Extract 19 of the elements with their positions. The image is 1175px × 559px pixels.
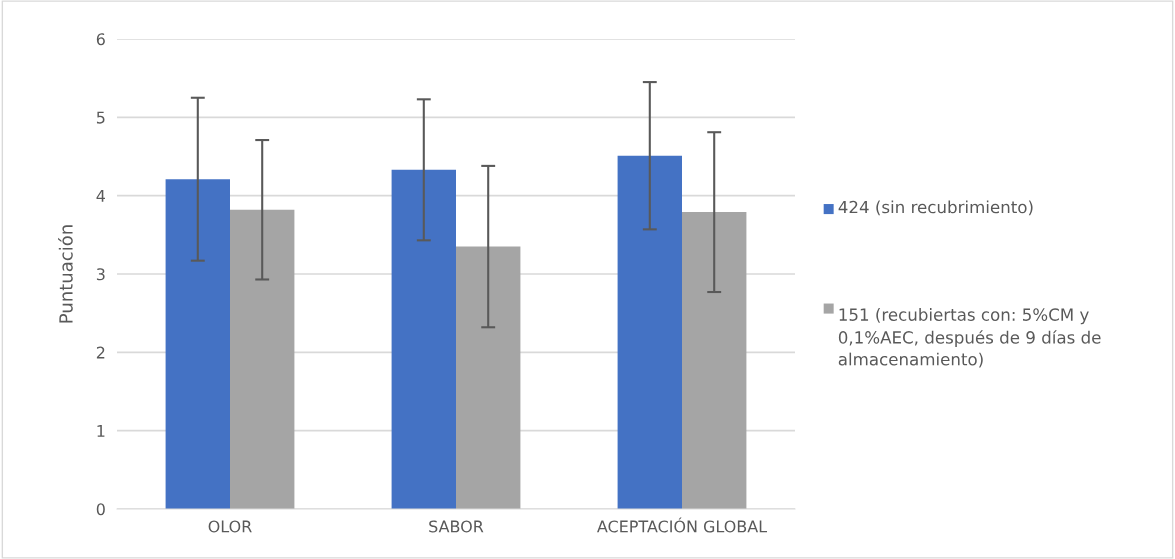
y-tick-label: 0 (96, 503, 105, 516)
bar (682, 212, 747, 509)
y-tick-label: 2 (96, 346, 105, 359)
y-axis-title: Puntuación (58, 225, 73, 323)
legend-label: 424 (sin recubrimiento) (838, 200, 1033, 216)
y-tick-label: 3 (96, 268, 105, 281)
bar (165, 179, 230, 509)
x-tick-label: ACEPTACIÓN GLOBAL (597, 517, 768, 533)
x-tick-label: OLOR (208, 520, 252, 533)
bar (230, 209, 295, 509)
bar (391, 169, 456, 509)
y-tick-label: 4 (96, 190, 105, 202)
x-tick-label: SABOR (429, 520, 484, 533)
y-tick-label: 5 (96, 111, 105, 124)
y-tick-label: 1 (97, 425, 105, 437)
bar (456, 246, 521, 509)
legend-label: 151 (recubiertas con: 5%CM y 0,1%AEC, después de 9 días de almacenamiento) (838, 308, 1101, 368)
y-tick-label: 6 (96, 33, 105, 46)
bar (617, 155, 682, 509)
